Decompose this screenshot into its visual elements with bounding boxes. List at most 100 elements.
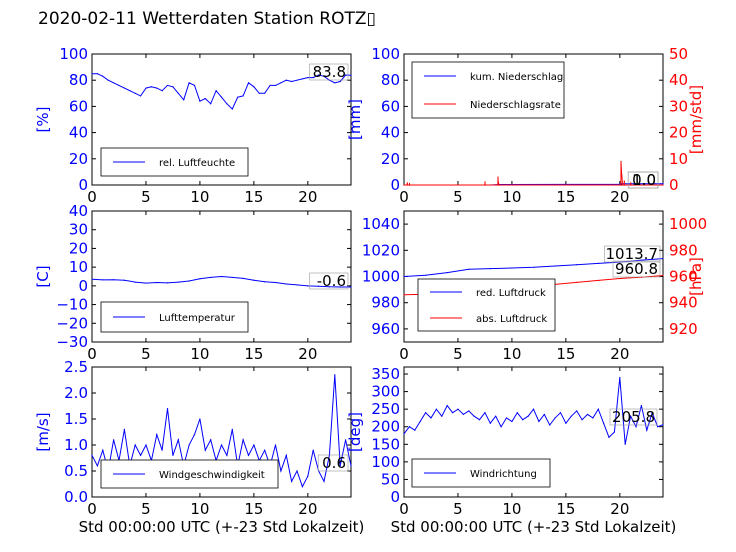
winddir-xtick-label: 10 (502, 500, 521, 518)
precip-y2tick-label: 0 (669, 176, 679, 194)
windspeed-data-point (91, 454, 93, 456)
precip-data-point (498, 184, 500, 186)
winddir-data-point (624, 443, 626, 445)
winddir-data-point (538, 420, 540, 423)
humidity-data-point (274, 84, 277, 87)
humidity-xtick-label: 20 (298, 188, 317, 206)
winddir-xtick-label: 20 (610, 500, 629, 518)
precip-data-point (621, 176, 623, 178)
humidity-xtick-label: 0 (87, 188, 97, 206)
pressure-data-point (468, 268, 470, 270)
humidity-xtick-label: 15 (244, 188, 263, 206)
windspeed-xtick-label: 0 (87, 500, 97, 518)
humidity-data-point (204, 97, 206, 100)
humidity-data-point (318, 74, 320, 76)
winddir-data-point (527, 415, 529, 417)
precip-data-point (623, 184, 625, 186)
winddir-data-point (457, 408, 459, 410)
humidity-ytick-label: 80 (69, 71, 88, 89)
temperature-data-point (328, 286, 331, 288)
pressure-xtick-label: 20 (610, 345, 629, 363)
humidity-data-point (339, 80, 341, 83)
pressure-y2tick-label: 920 (669, 320, 698, 338)
humidity-data-point (264, 92, 266, 94)
winddir-data-point (484, 412, 486, 414)
windspeed-data-point (280, 470, 282, 472)
humidity-annotation-box (309, 63, 349, 81)
winddir-data-point (581, 419, 583, 421)
pressure-data-point (640, 259, 643, 261)
humidity-data-point (285, 79, 287, 81)
winddir-ytick-label: 200 (371, 418, 400, 436)
humidity-ytick-label: 20 (69, 150, 88, 168)
temperature-ytick-label: −20 (56, 314, 88, 332)
winddir-data-point (635, 426, 637, 428)
humidity-data-point (242, 95, 244, 97)
winddir-data-point (630, 415, 632, 417)
precip-xtick-label: 5 (453, 188, 463, 206)
precip-y2axis-label: [mm/std] (687, 85, 705, 154)
windspeed-data-point (204, 449, 206, 451)
precip-data-point (630, 184, 632, 186)
humidity-data-point (231, 108, 233, 110)
precip-data-point (620, 184, 622, 186)
windspeed-data-point (296, 470, 298, 472)
humidity-data-point (102, 75, 104, 77)
pressure-y2axis-label: [hPa] (687, 257, 705, 296)
temperature-data-point (242, 277, 244, 279)
winddir-data-point (446, 405, 448, 407)
winddir-data-point (441, 415, 443, 417)
windspeed-data-point (199, 418, 201, 420)
temperature-legend-box (100, 301, 249, 333)
winddir-data-point (430, 417, 432, 419)
humidity-ytick-label: 60 (69, 97, 88, 115)
precip-y2tick-label: 40 (669, 71, 688, 89)
humidity-data-point (145, 87, 147, 89)
pressure-y2tick-label: 960 (669, 268, 698, 286)
pressure-xtick-label: 10 (502, 345, 521, 363)
humidity-yaxis-label: [%] (34, 107, 52, 133)
humidity-data-point (226, 103, 228, 105)
winddir-data-point (495, 415, 497, 417)
temperature-data-point (339, 286, 341, 288)
windspeed-data-point (242, 439, 244, 441)
precip-yaxis-label: [mm] (346, 99, 364, 140)
windspeed-data-point (334, 374, 336, 376)
humidity-data-point (134, 92, 136, 94)
windspeed-data-point (291, 480, 293, 482)
temperature-xtick-label: 20 (298, 345, 317, 363)
temperature-data-point (177, 281, 179, 283)
humidity-data-point (177, 92, 179, 94)
humidity-data-point (280, 82, 282, 84)
temperature-data-point (102, 279, 104, 281)
humidity-data-point (183, 99, 185, 101)
precip-data-point (623, 180, 625, 182)
windspeed-xtick-label: 10 (190, 500, 209, 518)
temperature-data-point (253, 279, 255, 281)
precip-data-point (497, 180, 499, 182)
temperature-data-point (112, 279, 115, 281)
humidity-data-point (253, 86, 255, 88)
pressure-y2tick-label: 980 (669, 241, 698, 259)
pressure-annotation-label: 1013.7 (606, 245, 659, 263)
winddir-data-point (511, 420, 513, 423)
temperature-xtick-label: 5 (141, 345, 151, 363)
winddir-data-point (403, 433, 405, 435)
humidity-data-point (323, 75, 325, 77)
temperature-data-point (145, 282, 147, 284)
humidity-ytick-label: 0 (78, 176, 88, 194)
winddir-data-point (516, 412, 518, 414)
pressure-data-point (403, 275, 405, 278)
humidity-data-point (312, 76, 314, 79)
humidity-data-point (129, 90, 131, 92)
pressure-ytick-label: 1000 (362, 268, 400, 286)
winddir-data-point (592, 417, 594, 419)
temperature-data-point (274, 281, 277, 284)
winddir-xtick-label: 5 (453, 500, 463, 518)
winddir-data-point (478, 419, 481, 421)
temperature-ytick-label: −10 (56, 296, 88, 314)
temperature-ytick-label: 0 (78, 277, 88, 295)
pressure-legend-label: red. Luftdruck (476, 288, 546, 299)
winddir-data-point (565, 422, 567, 424)
